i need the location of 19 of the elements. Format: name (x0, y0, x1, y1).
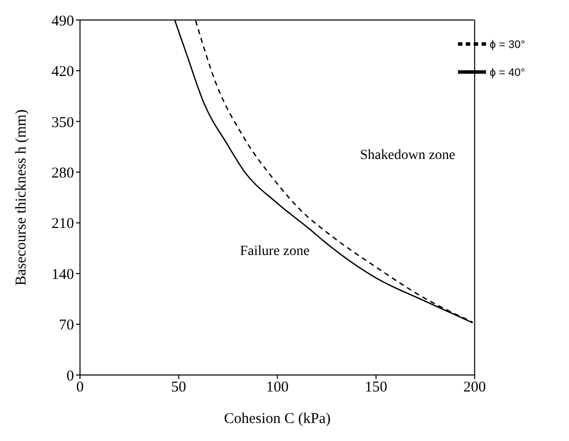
annotation: Failure zone (240, 244, 310, 260)
x-axis-title: Cohesion C (kPa) (224, 411, 331, 427)
x-tick-label: 50 (171, 380, 186, 396)
y-tick-label: 490 (52, 13, 74, 30)
y-axis-title: Basecourse thickness h (mm) (13, 109, 30, 286)
y-tick-label: 210 (52, 216, 74, 232)
y-tick-label: 350 (52, 114, 74, 131)
x-tick-label: 0 (76, 380, 84, 396)
y-tick-label: 280 (52, 165, 74, 182)
annotation: Shakedown zone (360, 148, 456, 164)
y-tick-label: 0 (66, 368, 74, 384)
legend-label: ϕ = 30° (490, 38, 525, 51)
legend-label: ϕ = 40° (490, 66, 525, 79)
x-tick-label: 100 (266, 380, 289, 396)
y-tick-label: 140 (52, 266, 74, 283)
x-tick-label: 200 (463, 380, 486, 396)
y-tick-label: 70 (59, 318, 74, 334)
y-tick-label: 420 (52, 64, 74, 80)
x-tick-label: 150 (364, 380, 388, 396)
